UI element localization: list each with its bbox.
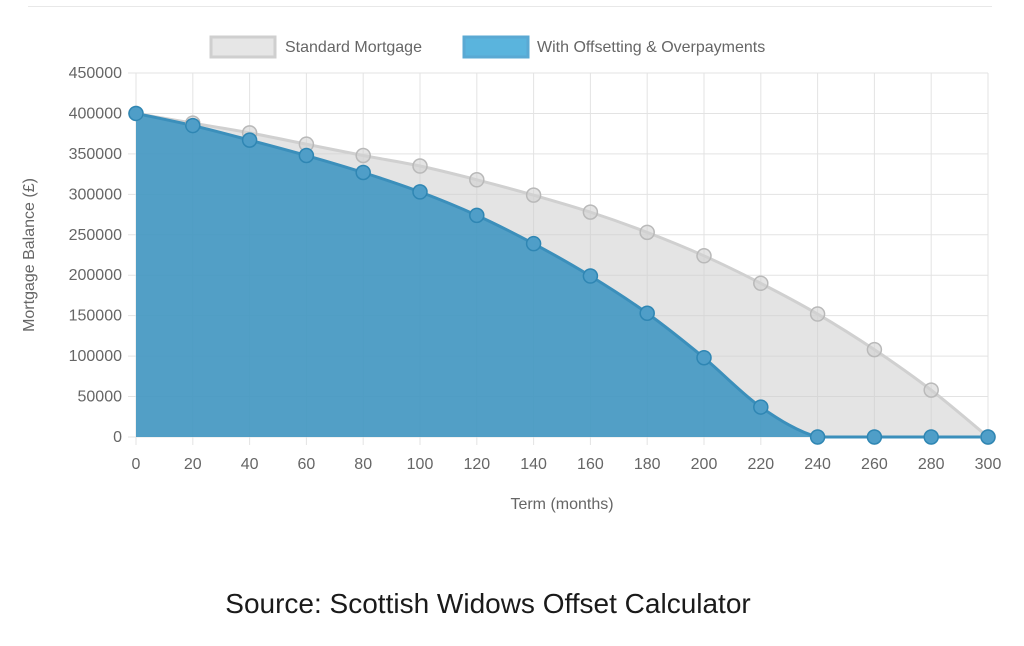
x-tick-label: 300	[975, 456, 1002, 473]
series-areas	[135, 111, 989, 439]
legend-label-standard[interactable]: Standard Mortgage	[285, 39, 422, 56]
data-point-standard[interactable]	[923, 382, 939, 398]
series-line-offset	[135, 111, 988, 439]
x-tick-label: 60	[298, 456, 316, 473]
data-point-offset[interactable]	[412, 184, 428, 200]
x-tick-label: 200	[691, 456, 718, 473]
y-tick-label: 50000	[78, 389, 123, 406]
data-point-standard[interactable]	[355, 147, 371, 164]
y-tick-label: 250000	[69, 227, 122, 244]
x-tick-label: 240	[804, 456, 831, 473]
x-tick-label: 280	[918, 456, 945, 473]
x-tick-label: 80	[354, 456, 372, 473]
data-point-standard[interactable]	[525, 187, 542, 203]
legend[interactable]: Standard Mortgage With Offsetting & Overp…	[209, 35, 765, 59]
data-point-offset[interactable]	[469, 207, 485, 224]
x-tick-label: 100	[407, 456, 434, 473]
data-point-offset[interactable]	[355, 164, 371, 181]
series-points	[128, 105, 996, 445]
source-caption: Source: Scottish Widows Offset Calculato…	[225, 588, 751, 619]
data-point-offset[interactable]	[753, 399, 769, 415]
y-axis-title: Mortgage Balance (£)	[21, 178, 38, 332]
data-point-offset[interactable]	[582, 268, 599, 284]
data-point-offset[interactable]	[696, 349, 712, 366]
axes: 0 50000 100000 150000 200000 250000 300000 3500…	[69, 65, 1002, 473]
legend-swatch-standard[interactable]	[209, 35, 277, 59]
legend-label-offset[interactable]: With Offsetting & Overpayments	[537, 39, 765, 56]
data-point-standard[interactable]	[412, 158, 428, 174]
y-tick-label: 400000	[69, 105, 122, 122]
x-tick-label: 160	[577, 456, 604, 473]
data-point-standard[interactable]	[469, 172, 485, 188]
y-tick-label: 350000	[69, 146, 122, 163]
mortgage-balance-chart: 0 50000 100000 150000 200000 250000 300000 3500…	[21, 35, 1002, 513]
series-line-standard	[135, 111, 989, 439]
series-area-offset	[136, 113, 988, 437]
x-tick-label: 120	[463, 456, 490, 473]
data-point-offset[interactable]	[809, 429, 826, 445]
data-point-offset[interactable]	[639, 305, 655, 321]
data-point-standard[interactable]	[753, 275, 769, 292]
x-tick-label: 180	[634, 456, 661, 473]
y-tick-label: 150000	[69, 308, 122, 325]
top-divider	[28, 6, 992, 7]
data-point-standard[interactable]	[639, 224, 655, 241]
x-tick-label: 140	[520, 456, 547, 473]
data-point-offset[interactable]	[298, 147, 315, 164]
data-point-offset[interactable]	[128, 105, 144, 122]
y-tick-label: 450000	[69, 65, 122, 82]
data-point-standard[interactable]	[696, 248, 712, 264]
y-tick-label: 300000	[69, 186, 122, 203]
data-point-standard[interactable]	[582, 204, 599, 220]
data-point-offset[interactable]	[525, 235, 542, 252]
data-point-standard[interactable]	[809, 306, 826, 322]
data-point-offset[interactable]	[241, 132, 258, 148]
y-tick-label: 100000	[69, 348, 122, 365]
data-point-offset[interactable]	[185, 117, 201, 134]
x-tick-label: 0	[132, 456, 141, 473]
y-tick-label: 200000	[69, 267, 122, 284]
x-axis-title: Term (months)	[510, 496, 613, 513]
x-tick-label: 260	[861, 456, 888, 473]
x-tick-label: 220	[747, 456, 774, 473]
data-point-offset[interactable]	[980, 429, 996, 445]
x-tick-label: 40	[241, 456, 259, 473]
data-point-offset[interactable]	[923, 429, 939, 445]
y-tick-label: 0	[113, 429, 122, 446]
data-point-standard[interactable]	[866, 341, 883, 358]
data-point-offset[interactable]	[866, 429, 883, 445]
legend-swatch-offset[interactable]	[462, 35, 530, 59]
x-tick-label: 20	[184, 456, 202, 473]
